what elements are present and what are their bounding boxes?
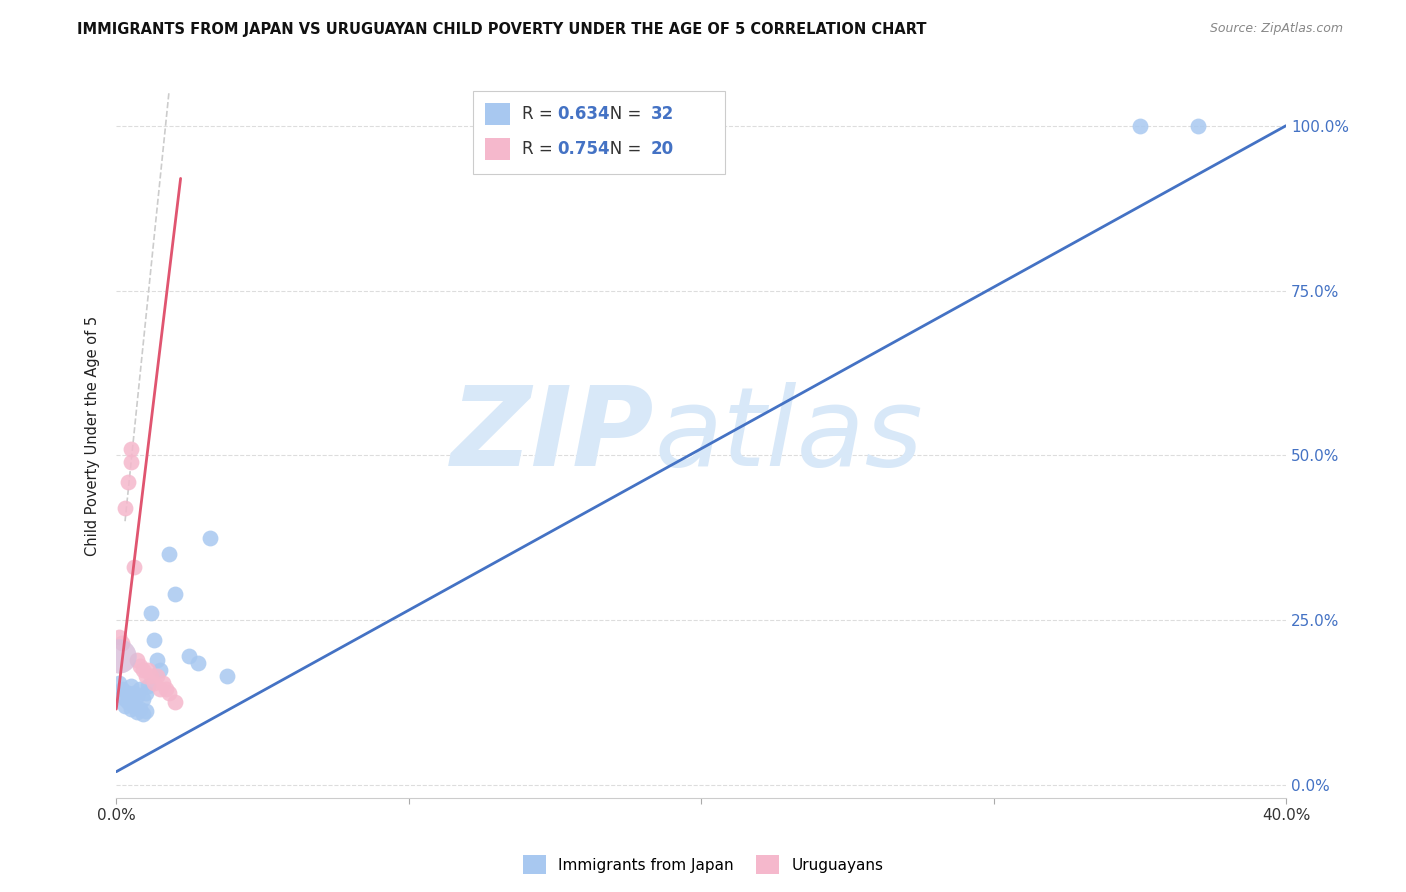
- Text: R =: R =: [522, 140, 558, 158]
- Point: [117, 685, 139, 699]
- Point: [131, 692, 153, 706]
- Text: 32: 32: [651, 105, 673, 123]
- Point: [120, 455, 142, 469]
- Point: [1129, 119, 1152, 133]
- Point: [120, 679, 142, 693]
- Point: [125, 706, 148, 720]
- Point: [122, 698, 145, 713]
- Point: [143, 675, 166, 690]
- Text: N =: N =: [593, 105, 647, 123]
- Point: [108, 675, 131, 690]
- Point: [152, 675, 174, 690]
- Point: [120, 702, 142, 716]
- Point: [179, 649, 201, 664]
- Point: [131, 663, 153, 677]
- Point: [128, 682, 150, 697]
- Point: [131, 706, 153, 721]
- Point: [146, 669, 169, 683]
- Point: [125, 653, 148, 667]
- Point: [114, 501, 136, 516]
- Point: [120, 442, 142, 456]
- Point: [114, 698, 136, 713]
- Point: [114, 692, 136, 706]
- Point: [108, 649, 131, 664]
- Point: [163, 587, 186, 601]
- Text: N =: N =: [593, 140, 647, 158]
- Point: [108, 649, 131, 664]
- Text: IMMIGRANTS FROM JAPAN VS URUGUAYAN CHILD POVERTY UNDER THE AGE OF 5 CORRELATION : IMMIGRANTS FROM JAPAN VS URUGUAYAN CHILD…: [77, 22, 927, 37]
- Text: ZIP: ZIP: [451, 382, 654, 489]
- Point: [111, 689, 134, 703]
- Point: [141, 607, 163, 621]
- Point: [128, 659, 150, 673]
- Text: 0.634: 0.634: [557, 105, 610, 123]
- Point: [122, 560, 145, 574]
- Point: [138, 663, 160, 677]
- Point: [149, 663, 172, 677]
- Point: [198, 531, 221, 545]
- Point: [1187, 119, 1209, 133]
- Text: atlas: atlas: [654, 382, 922, 489]
- Point: [108, 630, 131, 644]
- Point: [134, 704, 156, 718]
- Point: [117, 475, 139, 489]
- FancyBboxPatch shape: [485, 103, 510, 125]
- Point: [155, 682, 177, 697]
- Text: 0.754: 0.754: [557, 140, 610, 158]
- Point: [149, 682, 172, 697]
- Legend: Immigrants from Japan, Uruguayans: Immigrants from Japan, Uruguayans: [516, 849, 890, 880]
- Point: [146, 653, 169, 667]
- Point: [134, 669, 156, 683]
- Point: [157, 685, 180, 699]
- Point: [134, 685, 156, 699]
- Point: [111, 636, 134, 650]
- Text: 20: 20: [651, 140, 673, 158]
- Point: [111, 682, 134, 697]
- FancyBboxPatch shape: [485, 138, 510, 160]
- Point: [143, 632, 166, 647]
- Y-axis label: Child Poverty Under the Age of 5: Child Poverty Under the Age of 5: [86, 316, 100, 556]
- Text: Source: ZipAtlas.com: Source: ZipAtlas.com: [1209, 22, 1343, 36]
- Point: [157, 547, 180, 561]
- Point: [187, 656, 209, 670]
- Point: [117, 696, 139, 710]
- Point: [125, 689, 148, 703]
- Point: [128, 702, 150, 716]
- FancyBboxPatch shape: [472, 91, 724, 175]
- Point: [217, 669, 239, 683]
- Text: R =: R =: [522, 105, 558, 123]
- Point: [141, 669, 163, 683]
- Point: [163, 696, 186, 710]
- Point: [138, 679, 160, 693]
- Point: [122, 685, 145, 699]
